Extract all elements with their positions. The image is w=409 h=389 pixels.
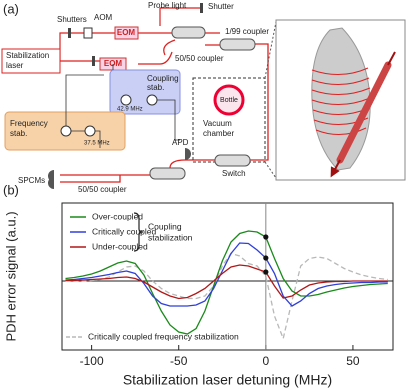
mixer xyxy=(60,125,72,137)
oscillator xyxy=(84,125,96,137)
x-axis-label: Stabilization laser detuning (MHz) xyxy=(123,372,332,388)
switch xyxy=(214,154,251,167)
label: stab. xyxy=(10,129,27,138)
label: Vacuum xyxy=(203,119,232,128)
whispering-modes xyxy=(311,67,371,135)
label: 50/50 coupler xyxy=(175,54,224,63)
brace xyxy=(133,212,144,252)
aom xyxy=(83,27,93,39)
series-line xyxy=(65,264,388,300)
zoom-line xyxy=(264,21,277,179)
coupler xyxy=(171,26,206,39)
apd xyxy=(185,148,191,160)
shutter xyxy=(68,28,71,38)
legend-label: Under-coupled xyxy=(92,241,148,251)
annotation: stabilization xyxy=(148,232,193,242)
x-tick-label: -50 xyxy=(170,354,188,368)
x-tick-label: 0 xyxy=(262,354,269,368)
label: Shutters xyxy=(57,15,87,24)
label: APD xyxy=(172,138,189,147)
label: 42.9 MHz xyxy=(117,107,143,113)
label: 50/50 coupler xyxy=(78,185,127,194)
label: SPCMs xyxy=(18,176,45,185)
marker xyxy=(263,234,269,240)
label: laser xyxy=(6,61,24,70)
label: chamber xyxy=(203,129,234,138)
label: Bottle xyxy=(220,97,238,104)
label: 37.5 MHz xyxy=(84,141,110,147)
bottle-resonator xyxy=(213,84,245,116)
label: EOM xyxy=(104,59,123,68)
panel-label: (b) xyxy=(3,182,19,197)
wire xyxy=(65,64,180,148)
fiber xyxy=(138,32,269,161)
series-line xyxy=(65,230,388,335)
panel-label: (a) xyxy=(3,1,19,16)
label: Probe light xyxy=(148,1,187,10)
label: Switch xyxy=(222,169,246,178)
legend-label: Over-coupled xyxy=(92,211,143,221)
x-tick-label: 50 xyxy=(346,354,360,368)
fiber xyxy=(159,7,200,26)
marker xyxy=(263,269,269,275)
legend-label: Critically coupled frequency stabilizati… xyxy=(88,331,239,341)
label: 1/99 coupler xyxy=(225,27,269,36)
eom xyxy=(114,26,139,40)
oscillator xyxy=(120,94,132,106)
series-line xyxy=(65,242,388,307)
series-line xyxy=(65,252,388,341)
label: Frequency xyxy=(10,119,48,128)
fiber-taper xyxy=(336,61,392,164)
annotation: Coupling xyxy=(148,221,182,231)
plot-frame xyxy=(61,202,394,351)
label: Stabilization xyxy=(6,51,49,60)
x-tick-label: -100 xyxy=(80,354,104,368)
label: AOM xyxy=(94,13,113,22)
y-axis-label: PDH error signal (a.u.) xyxy=(3,211,18,341)
marker xyxy=(263,255,269,261)
shutter xyxy=(200,3,203,13)
coupler xyxy=(149,167,186,180)
fiber xyxy=(60,159,215,183)
label: Shutter xyxy=(208,2,234,11)
label: stab. xyxy=(147,83,164,92)
shutter xyxy=(92,56,95,66)
spcm xyxy=(48,170,54,189)
legend-label: Critically coupled xyxy=(92,226,157,236)
light-arrow xyxy=(333,51,396,173)
mixer xyxy=(146,94,158,106)
label: Coupling xyxy=(147,74,179,83)
setup-diagram: (a) Stabilization laser Shutters AOM EOM… xyxy=(1,1,406,194)
laser-box xyxy=(1,48,61,74)
coupler xyxy=(219,38,256,51)
label: EOM xyxy=(117,28,136,37)
